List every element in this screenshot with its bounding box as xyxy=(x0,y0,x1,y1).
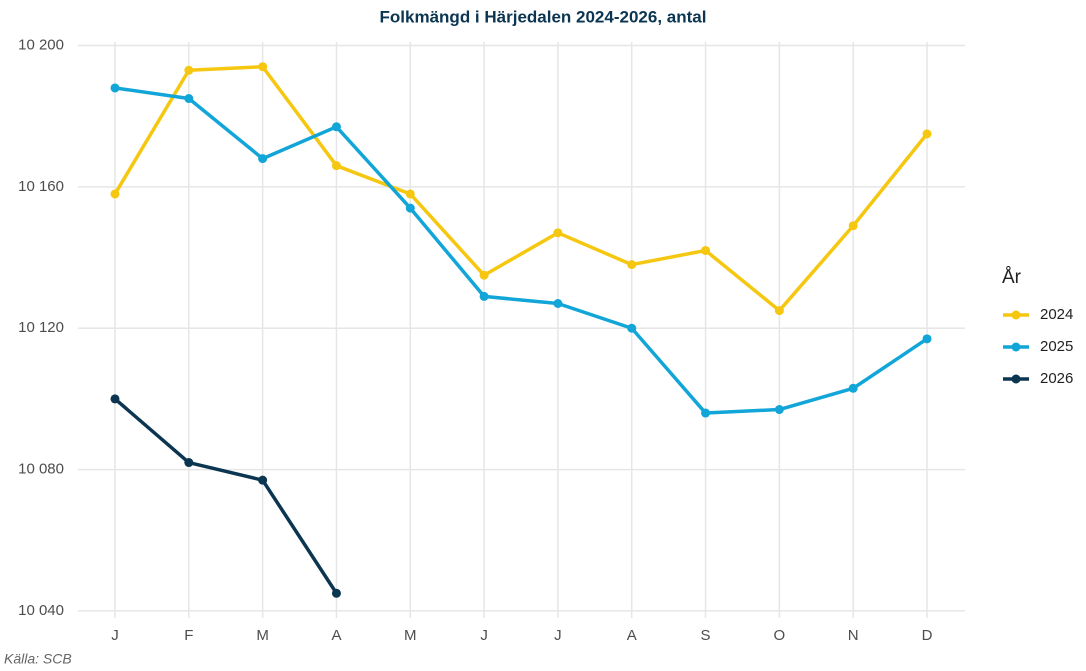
x-tick-label: J xyxy=(554,627,562,644)
point xyxy=(258,154,268,164)
point xyxy=(331,588,341,598)
x-tick-label: J xyxy=(111,627,119,644)
point xyxy=(184,65,194,75)
chart-title: Folkmängd i Härjedalen 2024-2026, antal xyxy=(380,7,707,26)
x-tick-label: D xyxy=(922,627,933,644)
point xyxy=(258,62,268,72)
point xyxy=(184,94,194,104)
y-tick-label: 10 160 xyxy=(18,178,64,195)
series-line xyxy=(113,397,338,595)
point xyxy=(848,221,858,231)
legend-key-point xyxy=(1011,310,1021,320)
x-tick-label: F xyxy=(184,627,193,644)
x-tick-label: M xyxy=(404,627,417,644)
point xyxy=(110,189,120,199)
x-tick-label: J xyxy=(480,627,488,644)
point xyxy=(331,161,341,171)
point xyxy=(922,334,932,344)
x-tick-label: S xyxy=(701,627,711,644)
series-line xyxy=(113,64,929,313)
x-tick-label: A xyxy=(627,627,637,644)
x-tick-label: N xyxy=(848,627,859,644)
x-tick-label: O xyxy=(774,627,786,644)
y-tick-label: 10 200 xyxy=(18,37,64,54)
y-tick-label: 10 040 xyxy=(18,602,64,619)
point xyxy=(479,291,489,301)
point xyxy=(405,203,415,213)
legend-label: 2025 xyxy=(1040,338,1073,355)
point xyxy=(110,83,120,93)
point xyxy=(774,405,784,415)
y-tick-label: 10 080 xyxy=(18,461,64,478)
point xyxy=(405,189,415,199)
point xyxy=(331,122,341,132)
point xyxy=(627,260,637,270)
point xyxy=(110,394,120,404)
point xyxy=(627,323,637,333)
legend-label: 2026 xyxy=(1040,370,1073,387)
point xyxy=(184,458,194,468)
point xyxy=(701,245,711,255)
y-tick-label: 10 120 xyxy=(18,319,64,336)
legend-label: 2024 xyxy=(1040,306,1073,323)
x-tick-label: A xyxy=(331,627,341,644)
point xyxy=(258,475,268,485)
series-line xyxy=(114,86,928,415)
point xyxy=(701,408,711,418)
legend-key-point xyxy=(1011,342,1021,352)
point xyxy=(553,228,563,238)
x-tick-label: M xyxy=(256,627,269,644)
point xyxy=(553,298,563,308)
caption: Källa: SCB xyxy=(4,651,72,667)
point xyxy=(774,306,784,316)
point xyxy=(848,383,858,393)
legend-title: År xyxy=(1002,267,1022,288)
legend-key-point xyxy=(1011,374,1021,384)
point xyxy=(479,270,489,280)
point xyxy=(922,129,932,139)
